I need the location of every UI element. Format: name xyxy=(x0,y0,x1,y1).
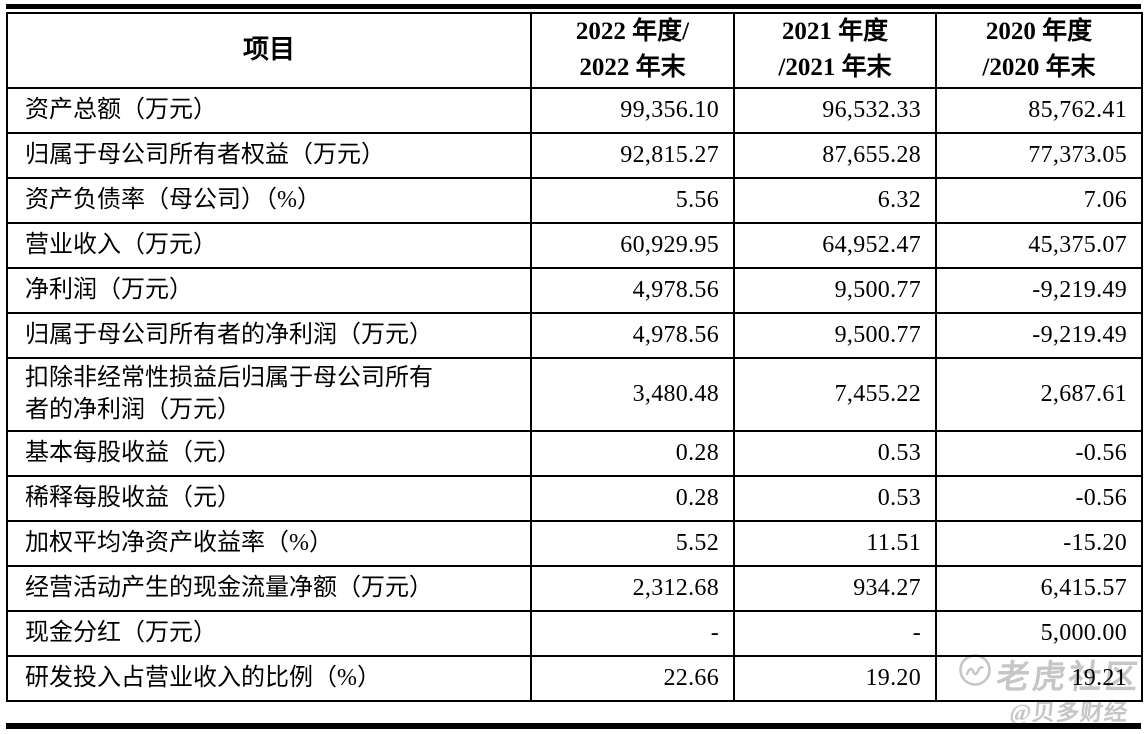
col-header-2021: 2021 年度 /2021 年末 xyxy=(733,12,937,89)
value-2021: 934.27 xyxy=(733,564,937,612)
financial-metrics-table: 项目 2022 年度/ 2022 年末 2021 年度 /2021 年末 202… xyxy=(6,4,1143,702)
table-row-cash-dividend: 现金分红（万元） - - 5,000.00 xyxy=(6,609,1143,657)
table-row-debt-ratio: 资产负债率（母公司）（%） 5.56 6.32 7.06 xyxy=(6,176,1143,224)
value-2021: 11.51 xyxy=(733,519,937,567)
value-2021: 0.53 xyxy=(733,474,937,522)
value-2020: 6,415.57 xyxy=(935,564,1143,612)
value-2021: 7,455.22 xyxy=(733,356,937,432)
table-row-rd-ratio: 研发投入占营业收入的比例（%） 22.66 19.20 19.21 xyxy=(6,654,1143,702)
value-2022: 22.66 xyxy=(530,654,735,702)
value-2021: 87,655.28 xyxy=(733,131,937,179)
top-thick-rule xyxy=(6,4,1141,9)
value-2022: - xyxy=(530,609,735,657)
value-2022: 0.28 xyxy=(530,474,735,522)
header-row: 项目 2022 年度/ 2022 年末 2021 年度 /2021 年末 202… xyxy=(6,12,1143,89)
value-2020: -0.56 xyxy=(935,474,1143,522)
value-2021: 0.53 xyxy=(733,429,937,477)
value-2021: 6.32 xyxy=(733,176,937,224)
metrics-table: 项目 2022 年度/ 2022 年末 2021 年度 /2021 年末 202… xyxy=(6,12,1143,702)
col-header-item: 项目 xyxy=(6,12,532,89)
value-2020: 19.21 xyxy=(935,654,1143,702)
value-2021: 64,952.47 xyxy=(733,221,937,269)
value-2020: -0.56 xyxy=(935,429,1143,477)
table-row-total-assets: 资产总额（万元） 99,356.10 96,532.33 85,762.41 xyxy=(6,86,1143,134)
row-label: 基本每股收益（元） xyxy=(6,429,532,477)
value-2021: 9,500.77 xyxy=(733,311,937,359)
value-2022: 3,480.48 xyxy=(530,356,735,432)
value-2022: 5.56 xyxy=(530,176,735,224)
table-row-operating-cash-flow: 经营活动产生的现金流量净额（万元） 2,312.68 934.27 6,415.… xyxy=(6,564,1143,612)
row-label: 经营活动产生的现金流量净额（万元） xyxy=(6,564,532,612)
row-label: 营业收入（万元） xyxy=(6,221,532,269)
col-header-2020: 2020 年度 /2020 年末 xyxy=(935,12,1143,89)
value-2022: 4,978.56 xyxy=(530,311,735,359)
value-2020: 77,373.05 xyxy=(935,131,1143,179)
table-row-parent-net-profit: 归属于母公司所有者的净利润（万元） 4,978.56 9,500.77 -9,2… xyxy=(6,311,1143,359)
value-2021: - xyxy=(733,609,937,657)
value-2022: 2,312.68 xyxy=(530,564,735,612)
value-2021: 9,500.77 xyxy=(733,266,937,314)
row-label: 净利润（万元） xyxy=(6,266,532,314)
value-2022: 99,356.10 xyxy=(530,86,735,134)
table-row-basic-eps: 基本每股收益（元） 0.28 0.53 -0.56 xyxy=(6,429,1143,477)
table-row-diluted-eps: 稀释每股收益（元） 0.28 0.53 -0.56 xyxy=(6,474,1143,522)
value-2020: 5,000.00 xyxy=(935,609,1143,657)
value-2020: 45,375.07 xyxy=(935,221,1143,269)
value-2020: -9,219.49 xyxy=(935,266,1143,314)
table-row-weighted-roe: 加权平均净资产收益率（%） 5.52 11.51 -15.20 xyxy=(6,519,1143,567)
value-2020: 85,762.41 xyxy=(935,86,1143,134)
col-header-2022: 2022 年度/ 2022 年末 xyxy=(530,12,735,89)
value-2021: 19.20 xyxy=(733,654,937,702)
bottom-thick-rule xyxy=(6,723,1141,729)
value-2022: 0.28 xyxy=(530,429,735,477)
value-2020: -15.20 xyxy=(935,519,1143,567)
value-2022: 4,978.56 xyxy=(530,266,735,314)
value-2020: 7.06 xyxy=(935,176,1143,224)
table-row-parent-equity: 归属于母公司所有者权益（万元） 92,815.27 87,655.28 77,3… xyxy=(6,131,1143,179)
row-label: 研发投入占营业收入的比例（%） xyxy=(6,654,532,702)
table-row-revenue: 营业收入（万元） 60,929.95 64,952.47 45,375.07 xyxy=(6,221,1143,269)
value-2022: 5.52 xyxy=(530,519,735,567)
row-label: 资产总额（万元） xyxy=(6,86,532,134)
value-2021: 96,532.33 xyxy=(733,86,937,134)
row-label: 稀释每股收益（元） xyxy=(6,474,532,522)
row-label: 归属于母公司所有者权益（万元） xyxy=(6,131,532,179)
row-label: 归属于母公司所有者的净利润（万元） xyxy=(6,311,532,359)
value-2020: 2,687.61 xyxy=(935,356,1143,432)
value-2022: 92,815.27 xyxy=(530,131,735,179)
value-2020: -9,219.49 xyxy=(935,311,1143,359)
row-label: 扣除非经常性损益后归属于母公司所有 者的净利润（万元） xyxy=(6,356,532,432)
table-row-net-profit: 净利润（万元） 4,978.56 9,500.77 -9,219.49 xyxy=(6,266,1143,314)
row-label: 现金分红（万元） xyxy=(6,609,532,657)
table-row-deducted-net-profit: 扣除非经常性损益后归属于母公司所有 者的净利润（万元） 3,480.48 7,4… xyxy=(6,356,1143,432)
row-label: 加权平均净资产收益率（%） xyxy=(6,519,532,567)
row-label: 资产负债率（母公司）（%） xyxy=(6,176,532,224)
value-2022: 60,929.95 xyxy=(530,221,735,269)
